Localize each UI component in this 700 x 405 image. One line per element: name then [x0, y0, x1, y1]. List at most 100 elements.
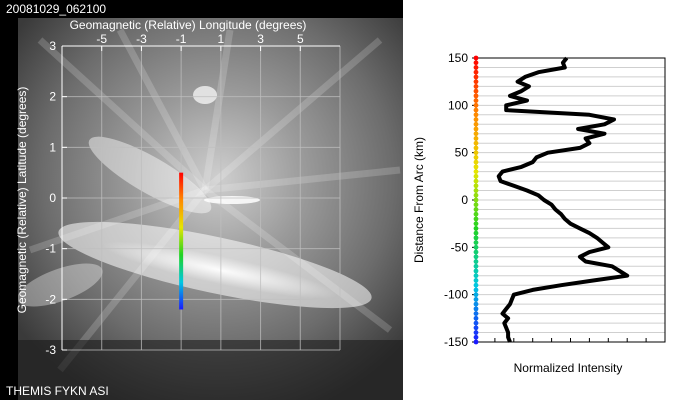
colorbar-dot — [473, 315, 479, 321]
colorbar-dot — [473, 93, 479, 99]
intensity-profile-line — [496, 56, 630, 343]
profile-x-axis-title: Normalized Intensity — [514, 361, 623, 375]
colorbar-dot — [473, 301, 479, 307]
profile-y-tick-label: -150 — [444, 335, 468, 349]
colorbar-dot — [473, 297, 479, 302]
colorbar-dot — [473, 74, 479, 80]
profile-grid — [476, 66, 665, 334]
instrument-caption: THEMIS FYKN ASI — [6, 384, 109, 398]
asi-axes — [61, 45, 340, 351]
colorbar-dot — [473, 55, 479, 61]
colorbar-dot — [473, 211, 479, 217]
all-sky-image — [18, 18, 403, 400]
asi-y-tick-label: 2 — [49, 90, 56, 104]
colorbar-dot — [473, 292, 479, 298]
asi-y-tick-label: -1 — [45, 242, 56, 256]
colorbar-dot — [473, 159, 479, 165]
asi-x-tick-label: 1 — [218, 32, 225, 46]
colorbar-dot — [473, 79, 479, 85]
colorbar-dot — [473, 155, 479, 160]
distance-colorbar — [473, 55, 479, 345]
colorbar-dot — [473, 126, 479, 132]
colorbar-dot — [473, 102, 479, 108]
colorbar-dot — [473, 98, 479, 103]
asi-x-tick-label: 5 — [297, 32, 304, 46]
colorbar-dot — [473, 192, 479, 198]
colorbar-dot — [473, 164, 479, 170]
colorbar-dot — [473, 112, 479, 118]
timestamp-label: 20081029_062100 — [6, 2, 106, 16]
asi-x-tick-label: -3 — [136, 32, 147, 46]
colorbar-dot — [473, 282, 479, 288]
asi-y-tick-label: 3 — [49, 39, 56, 53]
x-axis-title: Geomagnetic (Relative) Longitude (degree… — [70, 18, 307, 32]
colorbar-dot — [473, 240, 479, 246]
colorbar-dot — [473, 197, 479, 203]
colorbar-dot — [473, 136, 479, 141]
colorbar-dot — [473, 259, 479, 264]
colorbar-dot — [473, 268, 479, 274]
colorbar-dot — [473, 173, 479, 179]
intensity-profile-plot: 150 100 50 0 -50 -100 -150 Distance From Arc (… — [412, 51, 666, 375]
profile-y-tick-label: -100 — [444, 288, 468, 302]
asi-y-tick-labels: 3 2 1 0 -1 -2 -3 — [45, 39, 56, 357]
colorbar-dot — [473, 273, 479, 279]
colorbar-dot — [473, 121, 479, 127]
colorbar-dot — [473, 325, 479, 331]
colorbar-dot — [473, 235, 479, 241]
colorbar-dot — [473, 278, 479, 283]
colorbar-dot — [473, 226, 479, 231]
colorbar-dot — [473, 117, 479, 122]
asi-y-tick-label: 1 — [49, 140, 56, 154]
asi-x-tick-labels: -5 -3 -1 1 3 5 — [96, 32, 304, 46]
colorbar-dot — [473, 178, 479, 184]
profile-y-tick-label: 0 — [461, 193, 468, 207]
colorbar-dot — [473, 84, 479, 89]
profile-y-tick-label: 50 — [455, 146, 469, 160]
profile-y-tick-label: 100 — [448, 98, 468, 112]
colorbar-dot — [473, 230, 479, 236]
colorbar-dot — [473, 107, 479, 113]
colorbar-dot — [473, 207, 479, 212]
intensity-profile-panel: 150 100 50 0 -50 -100 -150 Distance From Arc (… — [403, 0, 700, 400]
arc-profile-line — [179, 172, 184, 310]
y-axis-title: Geomagnetic (Relative) Latitude (degrees… — [15, 87, 29, 314]
colorbar-dot — [473, 330, 479, 335]
colorbar-dot — [473, 131, 479, 137]
asi-y-tick-label: -2 — [45, 292, 56, 306]
profile-y-tick-label: 150 — [448, 51, 468, 65]
colorbar-dot — [473, 188, 479, 193]
colorbar-dot — [473, 249, 479, 255]
colorbar-dot — [473, 140, 479, 146]
colorbar-dot — [473, 311, 479, 316]
colorbar-dot — [473, 183, 479, 189]
asi-x-tick-label: -5 — [96, 32, 107, 46]
colorbar-dot — [473, 339, 479, 345]
colorbar-dot — [473, 169, 479, 175]
profile-y-axis-title: Distance From Arc (km) — [412, 137, 426, 263]
colorbar-dot — [473, 334, 479, 340]
colorbar-dot — [473, 202, 479, 208]
asi-y-tick-label: -3 — [45, 343, 56, 357]
profile-y-tick-label: -50 — [451, 240, 469, 254]
colorbar-dot — [473, 65, 479, 70]
asi-plot: -5 -3 -1 1 3 5 3 2 1 0 -1 -2 -3 20081029_062100 Geo… — [6, 2, 403, 400]
asi-image-panel: -5 -3 -1 1 3 5 3 2 1 0 -1 -2 -3 20081029_062100 Geo… — [0, 0, 403, 400]
asi-y-tick-label: 0 — [49, 191, 56, 205]
asi-x-tick-label: 3 — [257, 32, 264, 46]
colorbar-dot — [473, 150, 479, 156]
colorbar-dot — [473, 69, 479, 75]
colorbar-dot — [473, 287, 479, 293]
colorbar-dot — [473, 254, 479, 260]
asi-x-tick-label: -1 — [176, 32, 187, 46]
colorbar-dot — [473, 145, 479, 151]
colorbar-dot — [473, 60, 479, 66]
colorbar-dot — [473, 244, 479, 250]
colorbar-dot — [473, 221, 479, 227]
profile-y-tick-labels: 150 100 50 0 -50 -100 -150 — [444, 51, 468, 349]
colorbar-dot — [473, 263, 479, 269]
colorbar-dot — [473, 320, 479, 326]
colorbar-dot — [473, 216, 479, 222]
colorbar-dot — [473, 306, 479, 312]
colorbar-dot — [473, 88, 479, 94]
